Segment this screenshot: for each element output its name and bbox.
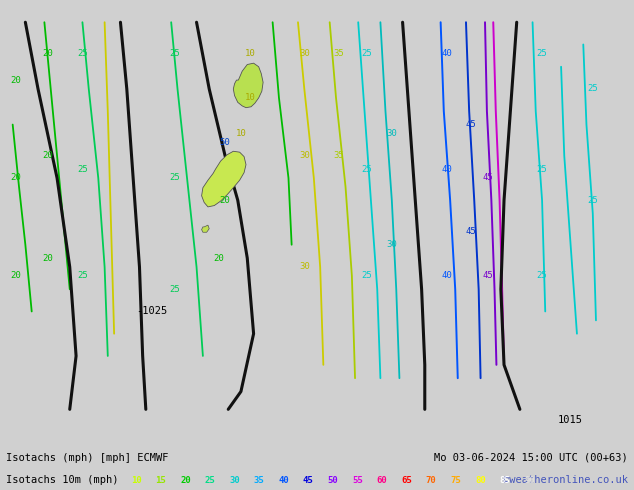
Text: 1015: 1015 <box>558 416 583 425</box>
Text: 25: 25 <box>205 476 216 485</box>
Text: 30: 30 <box>387 129 397 138</box>
Text: -1025: -1025 <box>136 306 167 317</box>
Polygon shape <box>202 151 246 207</box>
Text: 25: 25 <box>169 285 179 294</box>
Text: 25: 25 <box>588 84 598 94</box>
Text: 40: 40 <box>278 476 289 485</box>
Text: 25: 25 <box>361 49 372 58</box>
Text: 25: 25 <box>169 49 179 58</box>
Text: 10: 10 <box>245 94 256 102</box>
Text: 35: 35 <box>334 151 344 160</box>
Text: 45: 45 <box>483 271 493 280</box>
Text: Isotachs (mph) [mph] ECMWF: Isotachs (mph) [mph] ECMWF <box>6 453 169 463</box>
Text: 25: 25 <box>77 271 87 280</box>
Text: 60: 60 <box>377 476 387 485</box>
Text: 25: 25 <box>77 49 87 58</box>
Text: 45: 45 <box>465 227 476 236</box>
Text: 25: 25 <box>537 165 547 173</box>
Text: 70: 70 <box>426 476 436 485</box>
Text: 40: 40 <box>442 49 452 58</box>
Text: 30: 30 <box>299 151 309 160</box>
Text: 25: 25 <box>537 49 547 58</box>
Text: 80: 80 <box>475 476 486 485</box>
Text: 65: 65 <box>401 476 412 485</box>
Polygon shape <box>202 225 209 232</box>
Text: 35: 35 <box>334 49 344 58</box>
Text: 20: 20 <box>42 49 53 58</box>
Text: 25: 25 <box>169 173 179 182</box>
Text: 20: 20 <box>180 476 191 485</box>
Text: 40: 40 <box>442 271 452 280</box>
Text: 25: 25 <box>361 271 372 280</box>
Text: Isotachs 10m (mph): Isotachs 10m (mph) <box>6 475 119 485</box>
Text: 85: 85 <box>500 476 510 485</box>
Text: 45: 45 <box>465 120 476 129</box>
Text: 25: 25 <box>361 165 372 173</box>
Text: 20: 20 <box>11 271 21 280</box>
Text: 45: 45 <box>483 173 493 182</box>
Text: 30: 30 <box>299 263 309 271</box>
Polygon shape <box>233 63 263 108</box>
Text: 20: 20 <box>11 173 21 182</box>
Text: 20: 20 <box>214 253 224 263</box>
Text: 10: 10 <box>131 476 141 485</box>
Text: 25: 25 <box>588 196 598 205</box>
Text: 20: 20 <box>220 196 230 205</box>
Text: 40: 40 <box>442 165 452 173</box>
Text: 25: 25 <box>77 165 87 173</box>
Text: 25: 25 <box>537 271 547 280</box>
Text: 10: 10 <box>236 129 246 138</box>
Text: 75: 75 <box>450 476 461 485</box>
Text: 35: 35 <box>254 476 264 485</box>
Text: 30: 30 <box>230 476 240 485</box>
Text: Mo 03-06-2024 15:00 UTC (00+63): Mo 03-06-2024 15:00 UTC (00+63) <box>434 453 628 463</box>
Text: 20: 20 <box>11 75 21 85</box>
Text: 20: 20 <box>42 253 53 263</box>
Text: 10: 10 <box>245 49 256 58</box>
Text: 15: 15 <box>155 476 166 485</box>
Text: 50: 50 <box>220 138 230 147</box>
Text: 30: 30 <box>387 240 397 249</box>
Text: 20: 20 <box>42 151 53 160</box>
Text: 55: 55 <box>352 476 363 485</box>
Text: ©weatheronline.co.uk: ©weatheronline.co.uk <box>503 475 628 485</box>
Text: 90: 90 <box>524 476 534 485</box>
Text: 30: 30 <box>299 49 309 58</box>
Text: 50: 50 <box>328 476 338 485</box>
Text: 45: 45 <box>303 476 314 485</box>
